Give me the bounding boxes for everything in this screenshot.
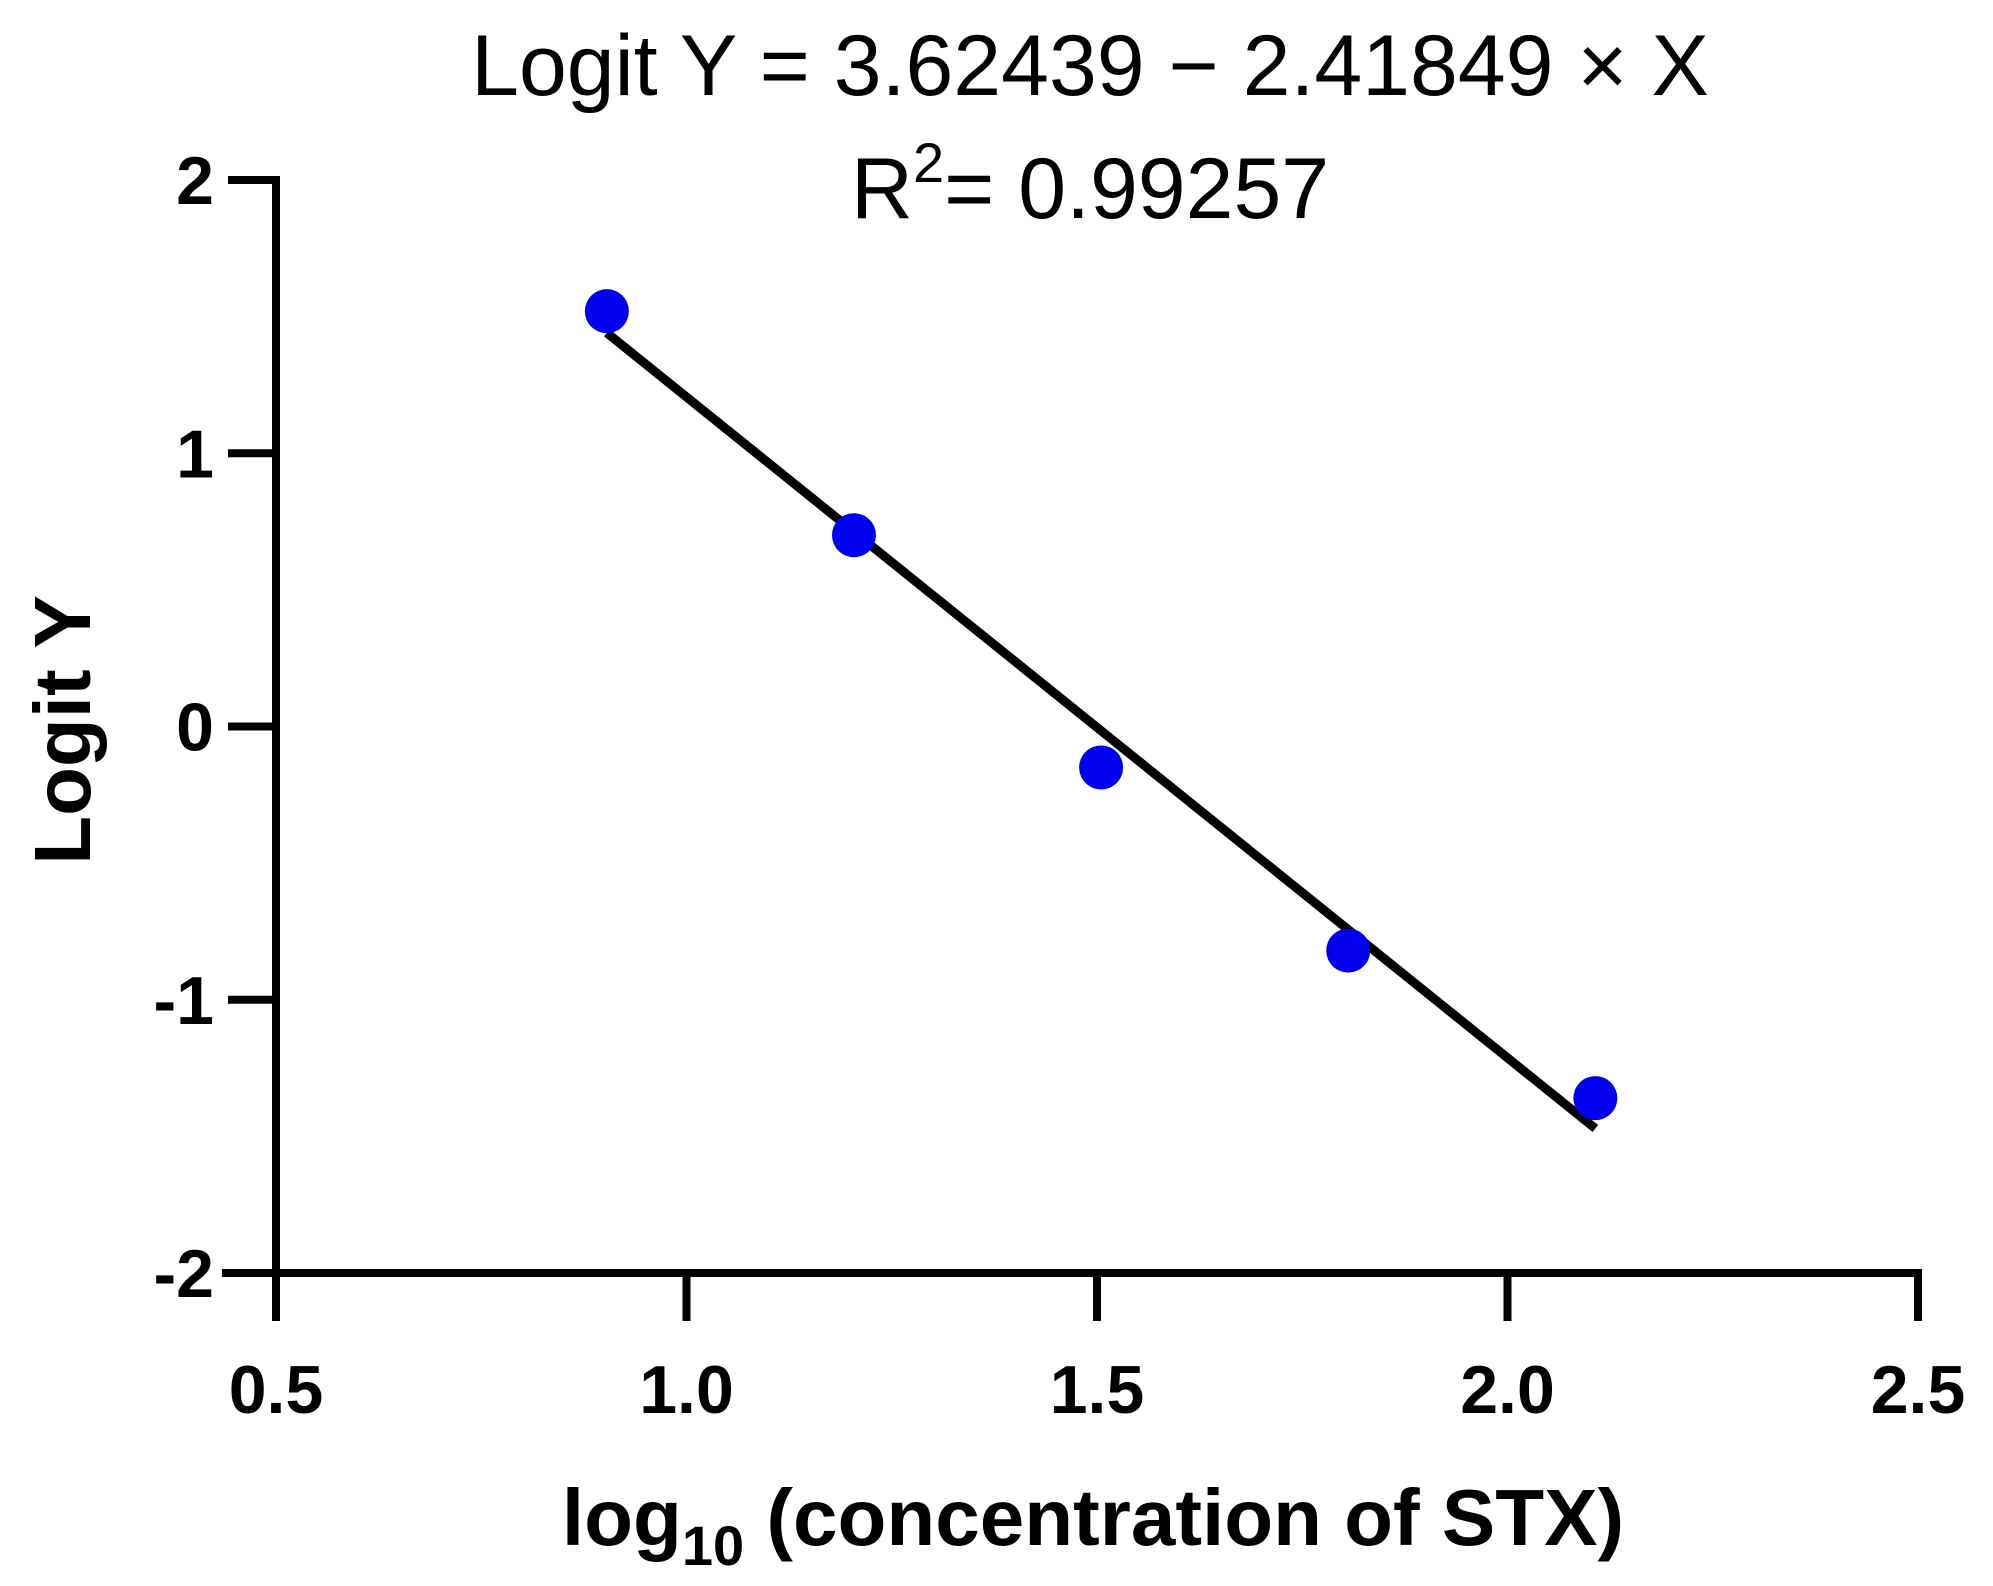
y-tick-label: -2	[154, 1236, 214, 1312]
regression-line-layer	[604, 329, 1599, 1133]
y-tick-label: 0	[176, 690, 214, 766]
x-ticks: 0.5 1.0 1.5 2.0 2.5	[229, 1273, 1966, 1428]
data-point	[584, 289, 629, 334]
data-point	[831, 513, 876, 558]
data-point	[1573, 1076, 1618, 1121]
x-axis-label: log10 (concentration of STX)	[562, 1473, 1624, 1577]
chart-title-equation: Logit Y = 3.62439 − 2.41849 × X	[471, 18, 1709, 114]
y-tick-label: 2	[176, 143, 214, 219]
y-axis-label: Logit Y	[18, 595, 107, 865]
data-points-layer	[584, 289, 1618, 1121]
y-axis: 2 1 0 -1 -2	[154, 143, 280, 1312]
data-point	[1079, 745, 1124, 790]
x-tick-label: 0.5	[229, 1352, 324, 1428]
data-point	[1326, 928, 1371, 973]
y-tick-label: -1	[154, 963, 214, 1039]
x-axis: 0.5 1.0 1.5 2.0 2.5	[222, 1269, 1966, 1428]
y-tick-label: 1	[176, 416, 214, 492]
regression-line	[604, 329, 1599, 1133]
y-ticks: 2 1 0 -1 -2	[154, 143, 276, 1312]
chart-title-r-squared: R2= 0.99257	[851, 131, 1329, 237]
x-tick-label: 1.5	[1050, 1352, 1145, 1428]
x-tick-label: 2.0	[1460, 1352, 1555, 1428]
x-tick-label: 2.5	[1871, 1352, 1966, 1428]
x-tick-label: 1.0	[639, 1352, 734, 1428]
